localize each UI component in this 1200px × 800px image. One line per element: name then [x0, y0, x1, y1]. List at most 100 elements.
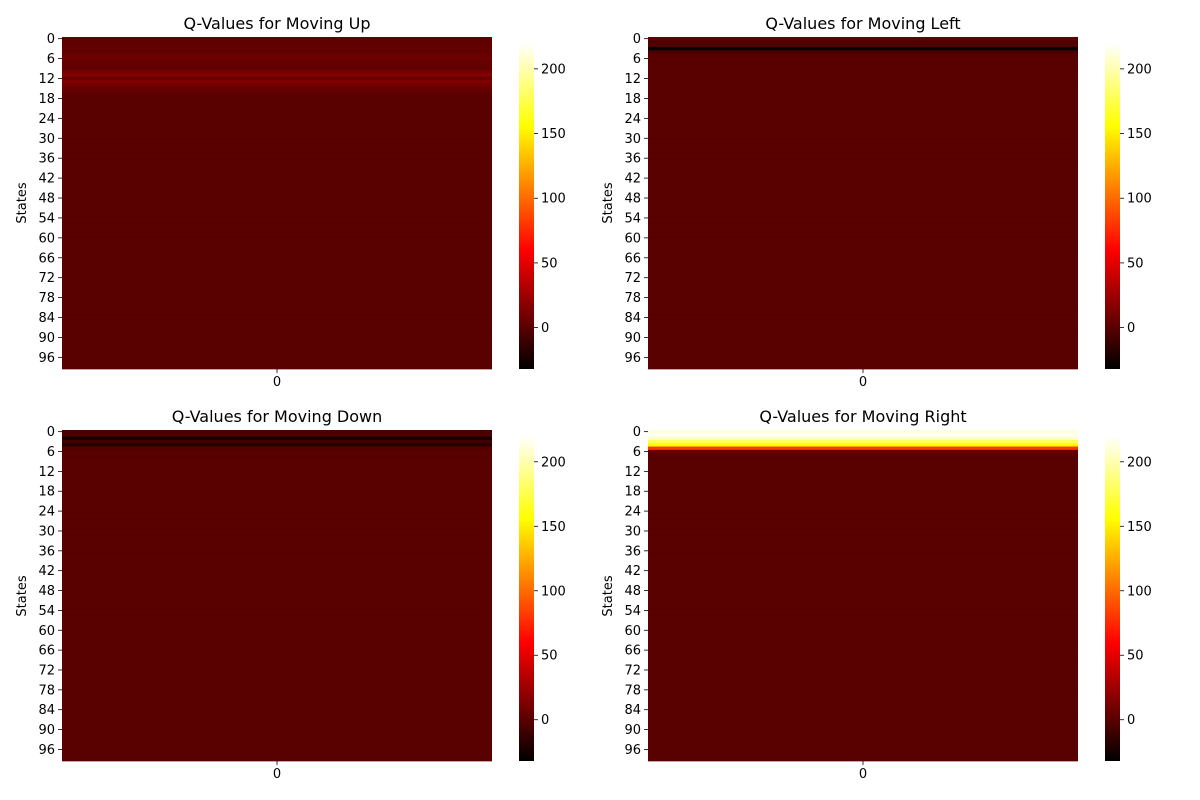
heatmap-cell	[62, 446, 492, 451]
heatmap-cell	[648, 724, 1078, 729]
y-tick-label: 6	[47, 52, 55, 67]
colorbar-tick-label: 0	[1127, 713, 1135, 728]
heatmap-cell	[62, 276, 492, 280]
y-tick-label: 24	[38, 112, 55, 127]
heatmap-cell	[648, 449, 1078, 454]
heatmap-cell	[648, 476, 1078, 480]
heatmap-cell	[648, 70, 1078, 74]
chart-title: Q-Values for Moving Left	[765, 14, 960, 33]
heatmap-cell	[62, 90, 492, 94]
heatmap-cell	[648, 295, 1078, 300]
heatmap-cell	[648, 751, 1078, 755]
colorbar: 0 50 100 150 200	[519, 436, 566, 761]
heatmap-cell	[62, 120, 492, 124]
heatmap-cell	[62, 486, 492, 490]
heatmap-cell	[648, 269, 1078, 274]
heatmap-cell	[648, 236, 1078, 240]
heatmap-cell	[648, 655, 1078, 659]
heatmap-cell	[648, 305, 1078, 310]
heatmap-cell	[62, 229, 492, 234]
colorbar-tick-label: 150	[541, 520, 566, 535]
heatmap-cell	[648, 362, 1078, 367]
heatmap-cell	[648, 469, 1078, 474]
heatmap-cell	[62, 479, 492, 484]
heatmap-cell	[62, 708, 492, 712]
heatmap-cell	[648, 453, 1078, 457]
y-tick-label: 60	[624, 231, 641, 246]
heatmap-cell	[648, 681, 1078, 686]
heatmap-cell	[62, 565, 492, 570]
heatmap-cell	[62, 339, 492, 343]
heatmap-cell	[62, 199, 492, 204]
heatmap-cell	[62, 592, 492, 596]
heatmap-cell	[648, 575, 1078, 580]
y-tick-label: 42	[38, 172, 55, 187]
y-tick-label: 54	[38, 211, 55, 226]
heatmap-cell	[648, 588, 1078, 593]
heatmap-cell	[648, 545, 1078, 550]
heatmap-cell	[648, 688, 1078, 692]
heatmap-cell	[62, 734, 492, 739]
heatmap-cell	[62, 717, 492, 722]
heatmap-cell	[648, 665, 1078, 669]
colorbar-tick-label: 150	[1127, 127, 1152, 142]
heatmap-cell	[62, 96, 492, 101]
y-tick-label: 0	[47, 32, 55, 47]
heatmap-cell	[62, 86, 492, 91]
heatmap-cell	[648, 93, 1078, 98]
heatmap-cell	[62, 139, 492, 144]
heatmap-cell	[62, 625, 492, 629]
heatmap-cell	[648, 459, 1078, 464]
heatmap-cell	[62, 661, 492, 666]
heatmap-cell	[62, 209, 492, 214]
heatmap-cell	[648, 721, 1078, 725]
heatmap-cell	[648, 499, 1078, 504]
heatmap-cell	[648, 332, 1078, 337]
heatmap-cell	[648, 519, 1078, 524]
heatmap-cell	[648, 100, 1078, 104]
heatmap-cell	[62, 226, 492, 230]
heatmap-cell	[62, 63, 492, 68]
heatmap-cell	[648, 83, 1078, 88]
heatmap-cell	[62, 239, 492, 244]
heatmap-cell	[648, 189, 1078, 194]
heatmap-cell	[62, 754, 492, 759]
heatmap-cell	[62, 506, 492, 510]
y-tick-label: 84	[624, 703, 641, 718]
y-tick-label: 6	[633, 52, 641, 67]
y-tick-label: 90	[624, 723, 641, 738]
x-axis-ticks: 0	[273, 761, 281, 782]
heatmap-cell	[648, 116, 1078, 121]
heatmap-cell	[648, 529, 1078, 533]
heatmap-cell	[62, 355, 492, 360]
heatmap-cell	[62, 335, 492, 340]
heatmap-cell	[648, 512, 1078, 517]
heatmap-cell	[648, 315, 1078, 320]
heatmap-cell	[62, 126, 492, 131]
heatmap-cell	[62, 519, 492, 524]
heatmap-cell	[62, 73, 492, 78]
heatmap-cell	[648, 232, 1078, 237]
heatmap-cell	[648, 110, 1078, 114]
y-tick-label: 6	[47, 445, 55, 460]
y-tick-label: 72	[624, 663, 641, 678]
heatmap-cell	[648, 136, 1078, 141]
heatmap-cell	[648, 206, 1078, 210]
heatmap-cell	[648, 143, 1078, 147]
heatmap-cell	[648, 691, 1078, 696]
heatmap-cell	[62, 552, 492, 557]
heatmap-cell	[62, 684, 492, 689]
heatmap-cell	[62, 443, 492, 447]
heatmap-cell	[62, 216, 492, 220]
heatmap-cell	[648, 106, 1078, 111]
colorbar-tick-label: 200	[541, 62, 566, 77]
heatmap-cell	[648, 286, 1078, 290]
heatmap-cell	[648, 345, 1078, 350]
heatmap-cell	[62, 747, 492, 752]
y-axis-ticks: 0 6 12 18 24 30 36 42 48 54 60 66 72 78 84 90 96	[624, 425, 648, 758]
heatmap-cell	[648, 638, 1078, 643]
heatmap-cell	[648, 559, 1078, 563]
y-tick-label: 48	[38, 192, 55, 207]
heatmap-cell	[62, 279, 492, 284]
heatmap-cell	[648, 572, 1078, 576]
